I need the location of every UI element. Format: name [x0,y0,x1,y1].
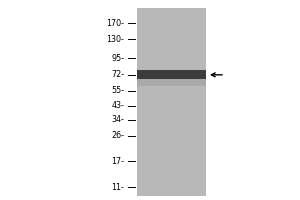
Bar [136,8,206,196]
Text: 43-: 43- [112,101,124,110]
Text: 72-: 72- [111,70,124,79]
Text: 11-: 11- [112,183,124,192]
Text: 34-: 34- [112,115,124,124]
Text: 170-: 170- [106,19,124,28]
Text: 130-: 130- [106,35,124,44]
Text: 1: 1 [168,0,174,1]
Text: kDa: kDa [110,0,128,1]
Text: 55-: 55- [111,86,124,95]
Bar [136,70,206,79]
Text: 17-: 17- [112,157,124,166]
Bar [136,8,206,196]
Text: 95-: 95- [111,54,124,63]
Bar [136,79,206,86]
Text: 26-: 26- [112,131,124,140]
